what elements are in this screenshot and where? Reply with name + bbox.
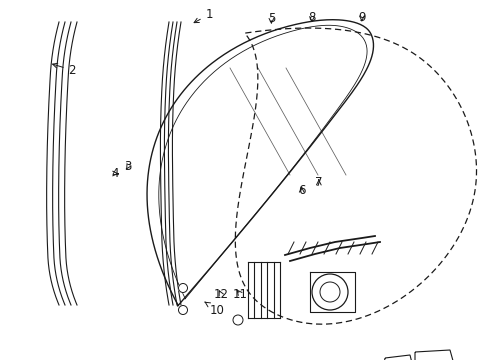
Text: 4: 4 — [111, 167, 119, 180]
Text: 7: 7 — [314, 176, 322, 189]
Circle shape — [311, 274, 347, 310]
Circle shape — [232, 315, 243, 325]
Text: 11: 11 — [233, 288, 247, 301]
Text: 1: 1 — [194, 8, 213, 23]
Text: 2: 2 — [53, 63, 76, 77]
Text: 8: 8 — [307, 11, 315, 24]
Circle shape — [178, 284, 187, 292]
Circle shape — [319, 282, 339, 302]
Text: 6: 6 — [297, 184, 305, 197]
Text: 3: 3 — [124, 160, 132, 173]
Text: 5: 5 — [267, 12, 275, 24]
Text: 12: 12 — [213, 288, 228, 301]
Text: 10: 10 — [204, 302, 224, 317]
Text: 9: 9 — [357, 11, 365, 24]
Circle shape — [178, 306, 187, 315]
